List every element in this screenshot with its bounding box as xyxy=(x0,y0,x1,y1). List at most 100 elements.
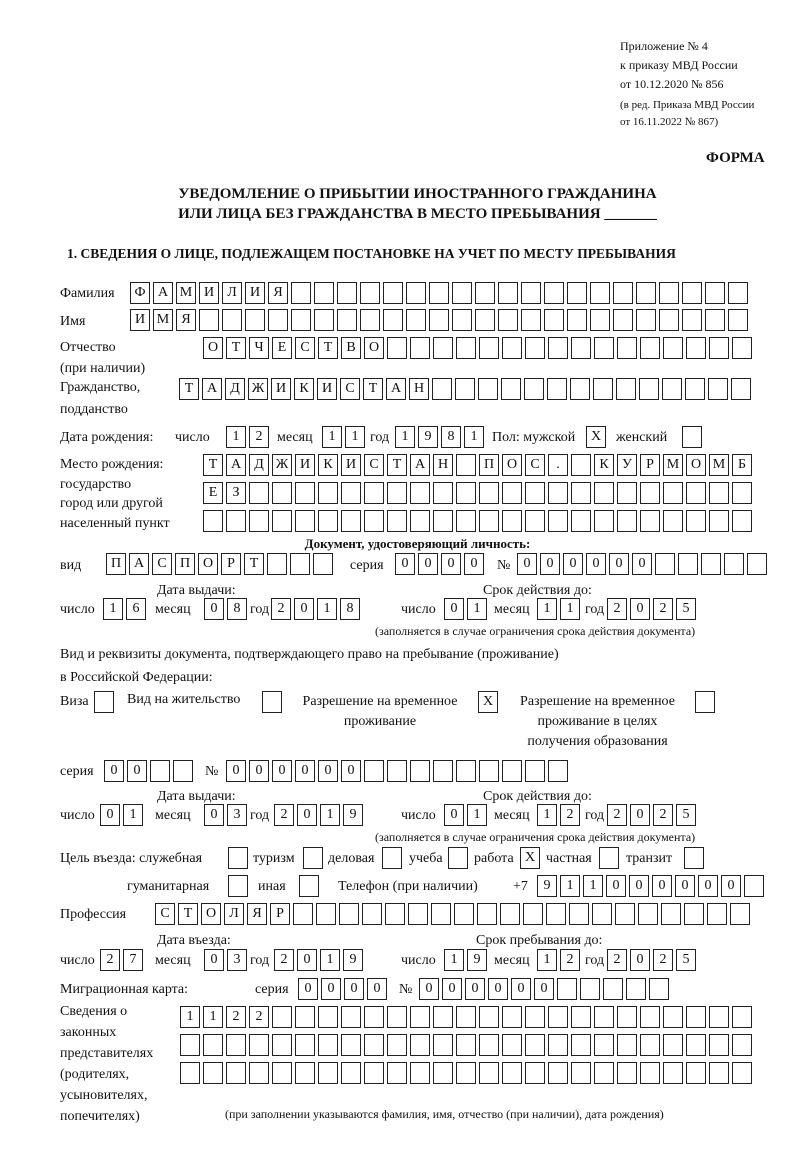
purpose-business-checkbox[interactable] xyxy=(382,847,402,869)
char-box[interactable]: 2 xyxy=(560,804,580,826)
char-box[interactable]: С xyxy=(295,337,315,359)
char-box[interactable] xyxy=(500,903,520,925)
char-box[interactable] xyxy=(339,903,359,925)
char-box[interactable] xyxy=(571,454,591,476)
char-box[interactable] xyxy=(479,1034,499,1056)
char-box[interactable]: 0 xyxy=(272,760,292,782)
char-box[interactable]: А xyxy=(410,454,430,476)
char-box[interactable] xyxy=(431,903,451,925)
char-box[interactable] xyxy=(429,309,449,331)
char-box[interactable]: 0 xyxy=(488,978,508,1000)
char-box[interactable] xyxy=(387,1006,407,1028)
char-box[interactable]: 0 xyxy=(418,553,438,575)
char-box[interactable]: 0 xyxy=(675,875,695,897)
char-box[interactable] xyxy=(318,1006,338,1028)
char-box[interactable] xyxy=(502,510,522,532)
char-box[interactable]: А xyxy=(153,282,173,304)
char-box[interactable]: 2 xyxy=(274,804,294,826)
char-box[interactable]: М xyxy=(153,309,173,331)
char-box[interactable]: А xyxy=(129,553,149,575)
char-box[interactable] xyxy=(272,482,292,504)
char-box[interactable]: 1 xyxy=(464,426,484,448)
char-box[interactable]: О xyxy=(502,454,522,476)
char-box[interactable]: 1 xyxy=(317,598,337,620)
char-box[interactable] xyxy=(571,482,591,504)
char-box[interactable]: 0 xyxy=(204,949,224,971)
char-box[interactable]: 0 xyxy=(630,598,650,620)
char-box[interactable]: 1 xyxy=(537,949,557,971)
char-box[interactable] xyxy=(226,510,246,532)
char-box[interactable] xyxy=(337,309,357,331)
char-box[interactable]: Ф xyxy=(130,282,150,304)
char-box[interactable] xyxy=(406,282,426,304)
char-box[interactable] xyxy=(571,1062,591,1084)
char-box[interactable]: 0 xyxy=(444,598,464,620)
char-box[interactable]: 0 xyxy=(444,804,464,826)
char-box[interactable] xyxy=(548,337,568,359)
char-box[interactable]: Н xyxy=(433,454,453,476)
char-box[interactable] xyxy=(341,510,361,532)
char-box[interactable] xyxy=(525,510,545,532)
char-box[interactable] xyxy=(364,482,384,504)
char-box[interactable] xyxy=(594,510,614,532)
visa-checkbox[interactable] xyxy=(94,691,114,713)
char-box[interactable]: 1 xyxy=(345,426,365,448)
char-box[interactable] xyxy=(479,1062,499,1084)
char-box[interactable] xyxy=(617,482,637,504)
char-box[interactable] xyxy=(295,482,315,504)
char-box[interactable] xyxy=(318,482,338,504)
char-box[interactable] xyxy=(686,482,706,504)
char-box[interactable]: Б xyxy=(732,454,752,476)
purpose-other-checkbox[interactable] xyxy=(299,875,319,897)
char-box[interactable] xyxy=(341,1006,361,1028)
char-box[interactable] xyxy=(318,1062,338,1084)
char-box[interactable]: 1 xyxy=(467,598,487,620)
char-box[interactable] xyxy=(477,903,497,925)
char-box[interactable]: 0 xyxy=(563,553,583,575)
char-box[interactable]: 0 xyxy=(344,978,364,1000)
char-box[interactable] xyxy=(432,378,452,400)
char-box[interactable] xyxy=(245,309,265,331)
char-box[interactable] xyxy=(314,309,334,331)
char-box[interactable] xyxy=(684,847,704,869)
char-box[interactable] xyxy=(429,282,449,304)
char-box[interactable]: О xyxy=(686,454,706,476)
char-box[interactable] xyxy=(387,337,407,359)
char-box[interactable] xyxy=(709,482,729,504)
char-box[interactable] xyxy=(364,1062,384,1084)
char-box[interactable]: 0 xyxy=(441,553,461,575)
char-box[interactable] xyxy=(525,1062,545,1084)
char-box[interactable] xyxy=(732,510,752,532)
char-box[interactable] xyxy=(662,378,682,400)
char-box[interactable] xyxy=(387,510,407,532)
char-box[interactable] xyxy=(594,1034,614,1056)
char-box[interactable] xyxy=(636,309,656,331)
char-box[interactable]: И xyxy=(130,309,150,331)
char-box[interactable]: 1 xyxy=(203,1006,223,1028)
char-box[interactable]: Я xyxy=(176,309,196,331)
char-box[interactable]: 0 xyxy=(534,978,554,1000)
char-box[interactable]: У xyxy=(617,454,637,476)
char-box[interactable]: С xyxy=(340,378,360,400)
char-box[interactable] xyxy=(599,847,619,869)
char-box[interactable] xyxy=(272,1062,292,1084)
char-box[interactable] xyxy=(387,482,407,504)
char-box[interactable] xyxy=(686,1034,706,1056)
char-box[interactable]: М xyxy=(709,454,729,476)
char-box[interactable] xyxy=(569,903,589,925)
char-box[interactable] xyxy=(570,378,590,400)
char-box[interactable] xyxy=(639,378,659,400)
purpose-private-checkbox[interactable] xyxy=(599,847,619,869)
char-box[interactable]: О xyxy=(201,903,221,925)
char-box[interactable]: 0 xyxy=(100,804,120,826)
char-box[interactable]: О xyxy=(198,553,218,575)
char-box[interactable] xyxy=(479,1006,499,1028)
char-box[interactable] xyxy=(456,482,476,504)
char-box[interactable] xyxy=(525,337,545,359)
